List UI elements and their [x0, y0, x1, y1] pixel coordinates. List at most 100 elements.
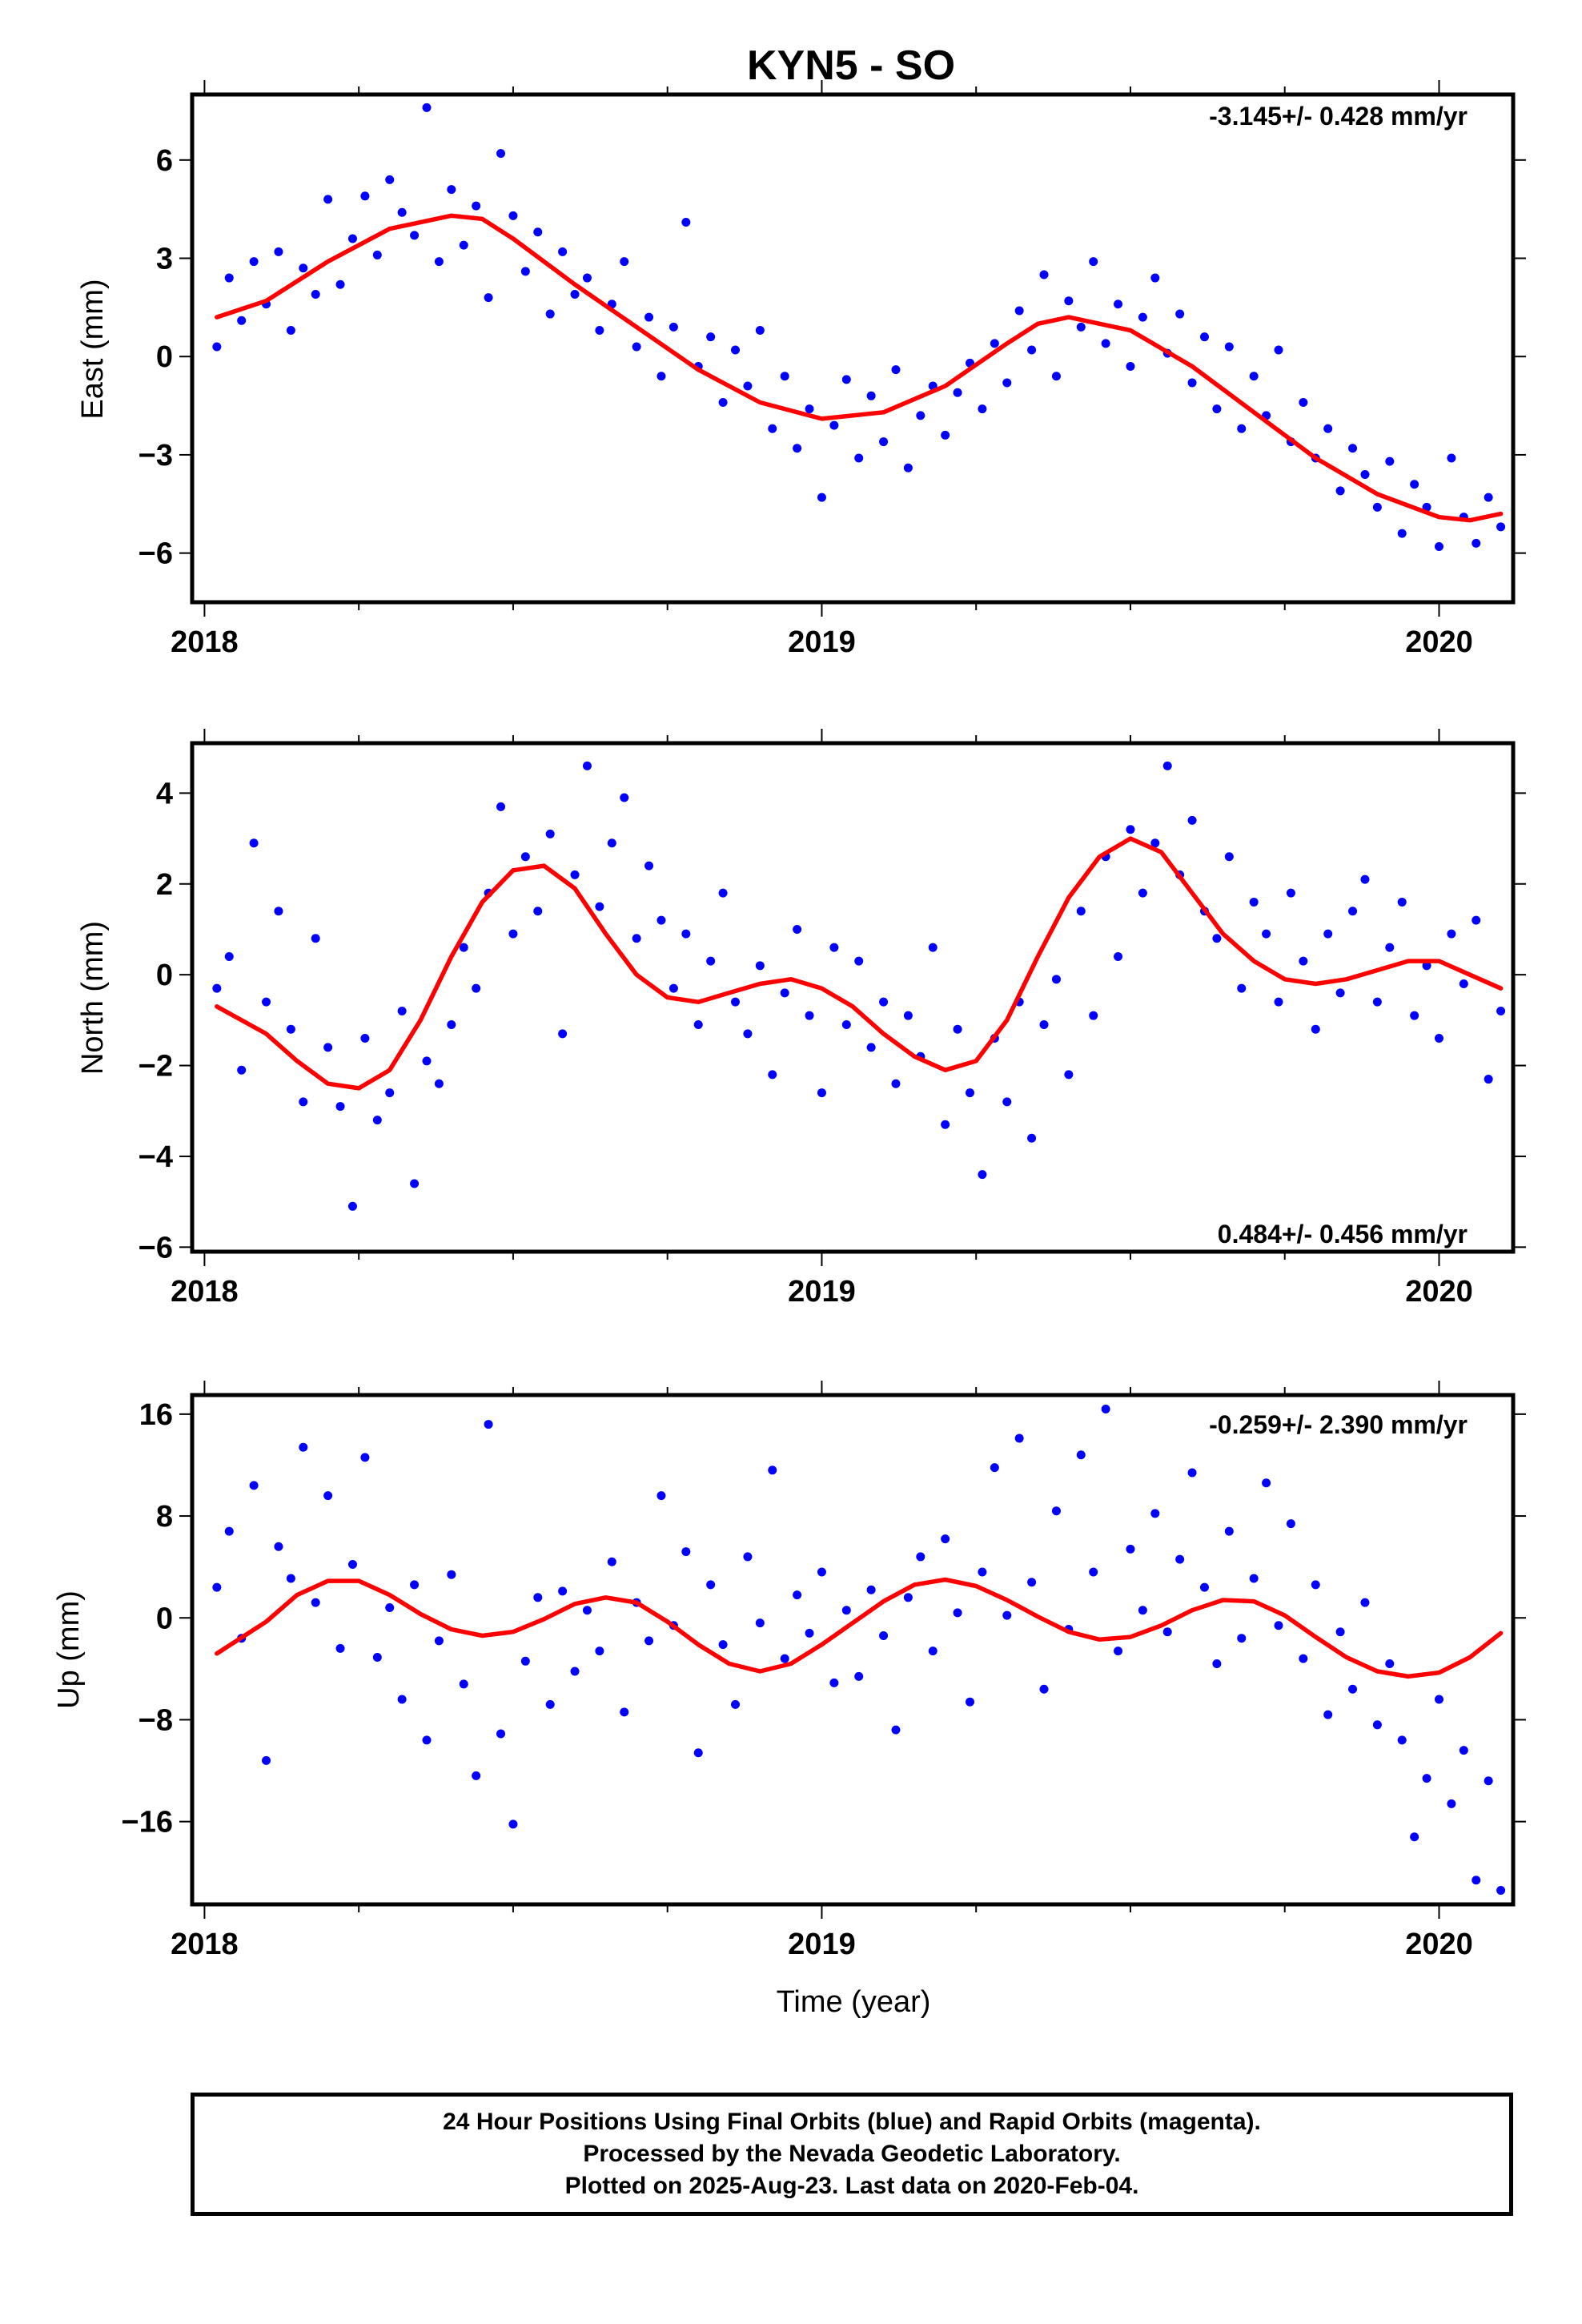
north-data-point: [928, 943, 938, 952]
up-data-point: [422, 1735, 432, 1745]
up-data-point: [731, 1699, 741, 1709]
north-data-point: [1162, 761, 1172, 770]
east-data-point: [755, 326, 765, 336]
up-ytick-label: 0: [156, 1602, 173, 1635]
footer-line-1: 24 Hour Positions Using Final Orbits (bl…: [443, 2109, 1261, 2135]
north-data-point: [311, 934, 320, 943]
east-data-point: [311, 290, 320, 300]
up-ylabel: Up (mm): [52, 1590, 86, 1709]
up-data-point: [1496, 1886, 1506, 1896]
up-data-point: [372, 1653, 382, 1663]
up-data-point: [1447, 1799, 1456, 1808]
north-data-point: [1484, 1075, 1493, 1084]
north-data-point: [1126, 825, 1135, 834]
north-data-point: [274, 907, 283, 916]
north-data-point: [372, 1116, 382, 1125]
up-data-point: [1385, 1659, 1395, 1668]
east-xtick-label: 2020: [1405, 625, 1473, 659]
east-data-point: [1175, 309, 1185, 319]
north-data-point: [323, 1043, 333, 1052]
north-xtick-label: 2019: [788, 1275, 856, 1309]
east-data-point: [1089, 257, 1098, 267]
east-data-point: [1150, 273, 1160, 283]
east-data-point: [1199, 332, 1209, 342]
north-data-point: [545, 829, 555, 838]
east-ytick-label: −3: [139, 439, 173, 472]
east-data-point: [1187, 378, 1197, 388]
east-data-point: [1212, 404, 1222, 414]
north-data-point: [262, 997, 271, 1007]
up-data-point: [1076, 1450, 1086, 1460]
north-data-point: [237, 1065, 247, 1075]
footer-box: 24 Hour Positions Using Final Orbits (bl…: [191, 2093, 1513, 2216]
up-data-point: [841, 1606, 851, 1615]
up-data-point: [793, 1590, 802, 1600]
north-data-point: [360, 1034, 370, 1043]
up-data-point: [1162, 1627, 1172, 1637]
north-data-point: [706, 956, 716, 966]
east-data-point: [533, 227, 543, 237]
north-data-point: [347, 1201, 357, 1211]
east-data-point: [1014, 306, 1024, 316]
north-data-point: [866, 1043, 876, 1052]
north-ylabel: North (mm): [76, 921, 110, 1075]
north-xtick-label: 2018: [171, 1275, 239, 1309]
north-data-point: [718, 888, 728, 898]
east-data-point: [903, 463, 913, 472]
up-data-point: [1014, 1433, 1024, 1443]
north-data-point: [385, 1088, 395, 1098]
east-data-point: [434, 257, 444, 267]
north-data-point: [335, 1102, 345, 1112]
up-data-point: [866, 1585, 876, 1594]
north-data-point: [1472, 915, 1481, 925]
east-ytick-label: 0: [156, 340, 173, 374]
east-data-point: [718, 397, 728, 407]
east-data-point: [669, 322, 678, 332]
east-data-point: [410, 231, 420, 240]
up-data-point: [1335, 1627, 1345, 1637]
east-data-point: [249, 257, 259, 267]
up-data-point: [1484, 1776, 1493, 1786]
north-data-point: [1397, 897, 1407, 907]
up-data-point: [928, 1647, 938, 1656]
north-panel: North (mm) 0.484+/- 0.456 mm/yr 2018 2019…: [76, 729, 1526, 1309]
up-data-point: [1459, 1746, 1468, 1755]
up-data-point: [644, 1636, 654, 1646]
up-ytick-label: −8: [139, 1703, 173, 1737]
up-data-point: [978, 1567, 987, 1577]
north-data-point: [793, 924, 802, 934]
east-data-point: [829, 420, 839, 430]
east-data-point: [793, 444, 802, 453]
east-data-point: [1484, 493, 1493, 502]
north-data-point: [224, 951, 234, 961]
up-data-point: [1410, 1832, 1419, 1842]
east-data-point: [385, 175, 395, 184]
up-data-point: [1397, 1735, 1407, 1745]
east-ytick-label: 3: [156, 243, 173, 276]
east-data-point: [323, 195, 333, 204]
east-data-point: [990, 339, 999, 348]
east-ylabel: East (mm): [76, 279, 110, 419]
east-data-point: [496, 149, 506, 159]
north-data-point: [1496, 1007, 1506, 1016]
up-data-point: [299, 1442, 308, 1452]
up-data-point: [990, 1463, 999, 1473]
up-data-point: [1150, 1509, 1160, 1518]
north-frame: [190, 741, 1516, 1254]
north-ytick-label: 2: [156, 868, 173, 902]
up-data-point: [1249, 1574, 1259, 1583]
north-data-point: [1187, 815, 1197, 825]
north-data-point: [1311, 1024, 1320, 1034]
north-data-point: [941, 1120, 950, 1129]
north-data-point: [841, 1020, 851, 1030]
north-data-point: [607, 838, 616, 848]
up-data-point: [1224, 1526, 1234, 1536]
north-data-point: [681, 929, 691, 939]
east-data-point: [1385, 456, 1395, 466]
up-data-point: [755, 1618, 765, 1628]
north-data-point: [1262, 929, 1271, 939]
east-data-point: [731, 345, 741, 355]
north-data-point: [472, 983, 481, 993]
up-data-point: [545, 1699, 555, 1709]
east-fit-line: [215, 213, 1504, 523]
